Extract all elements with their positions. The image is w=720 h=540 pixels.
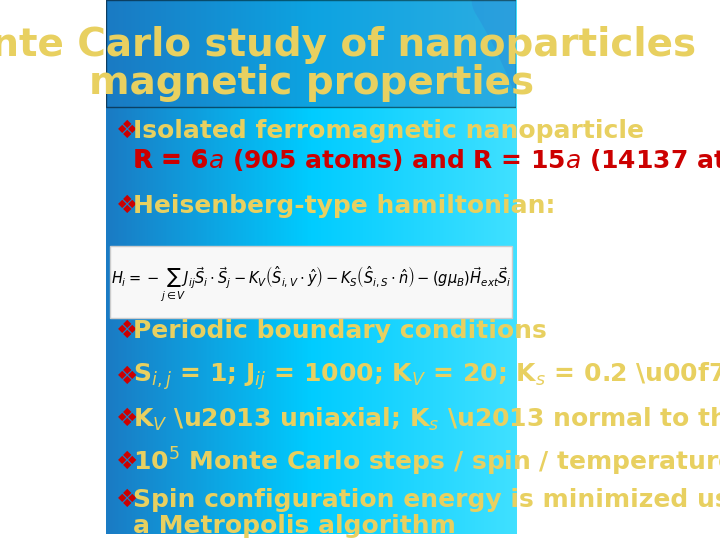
Text: S$_{i,j}$ = 1; J$_{ij}$ = 1000; K$_V$ = 20; K$_s$ = 0.2 \u00f7 2000;: S$_{i,j}$ = 1; J$_{ij}$ = 1000; K$_V$ = … — [132, 361, 720, 393]
Text: ❖: ❖ — [117, 488, 139, 511]
Text: ❖: ❖ — [117, 119, 139, 143]
Text: Monte Carlo study of nanoparticles: Monte Carlo study of nanoparticles — [0, 26, 696, 64]
Text: $H_i = -\sum_{j \in V} J_{ij}\vec{S}_i \cdot \vec{S}_j - K_V\left(\hat{S}_{i,V} : $H_i = -\sum_{j \in V} J_{ij}\vec{S}_i \… — [111, 264, 511, 302]
Text: magnetic properties: magnetic properties — [89, 64, 534, 102]
Text: K$_V$ \u2013 uniaxial; K$_s$ \u2013 normal to the surface: K$_V$ \u2013 uniaxial; K$_s$ \u2013 norm… — [132, 406, 720, 433]
FancyBboxPatch shape — [110, 246, 512, 318]
Text: R = 6$a$ (905 atoms) and R = 15$a$ (14137 atoms): R = 6$a$ (905 atoms) and R = 15$a$ (1413… — [132, 147, 720, 173]
Text: ❖: ❖ — [117, 450, 139, 474]
Text: Periodic boundary conditions: Periodic boundary conditions — [132, 319, 546, 343]
Text: Heisenberg-type hamiltonian:: Heisenberg-type hamiltonian: — [132, 194, 555, 218]
Text: 10$^5$ Monte Carlo steps / spin / temperature: 10$^5$ Monte Carlo steps / spin / temper… — [132, 446, 720, 478]
Text: ❖: ❖ — [117, 194, 139, 218]
FancyBboxPatch shape — [106, 0, 516, 107]
Text: Spin configuration energy is minimized using: Spin configuration energy is minimized u… — [132, 488, 720, 511]
Text: a Metropolis algorithm: a Metropolis algorithm — [132, 514, 456, 538]
Text: R = 6: R = 6 — [132, 148, 208, 172]
Text: ❖: ❖ — [117, 364, 139, 389]
Text: ❖: ❖ — [117, 319, 139, 343]
Text: ❖: ❖ — [117, 407, 139, 431]
Text: Isolated ferromagnetic nanoparticle: Isolated ferromagnetic nanoparticle — [132, 119, 644, 143]
